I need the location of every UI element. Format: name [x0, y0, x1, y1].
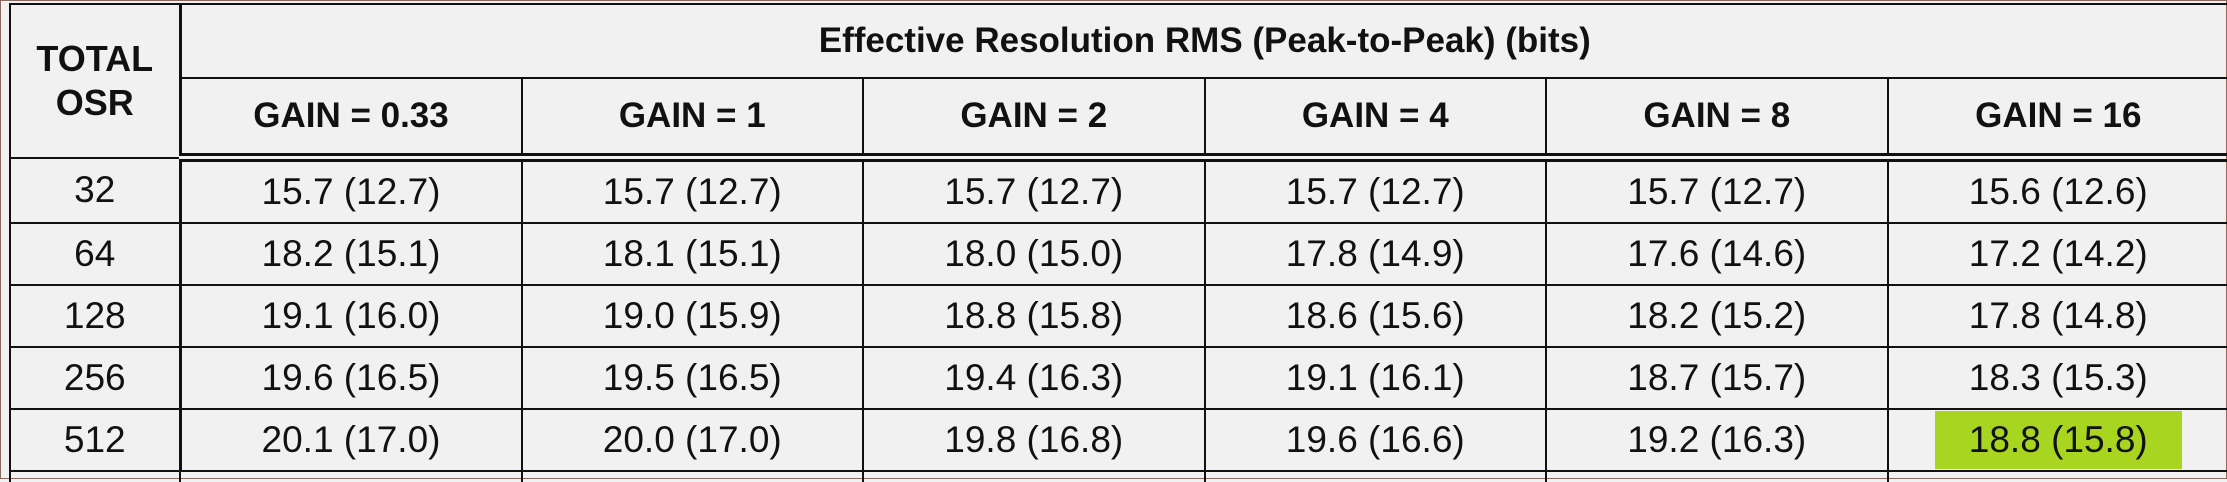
value-cell: 17.8 (14.8) — [1888, 285, 2227, 347]
value-cell: 18.8 (15.8) — [863, 285, 1205, 347]
value-text: 19.8 (16.8) — [932, 413, 1135, 467]
value-cell: 19.6 (16.5) — [180, 347, 522, 409]
value-text: 19.4 (16.3) — [932, 351, 1135, 405]
table-row: 128 19.1 (16.0) 19.0 (15.9) 18.8 (15.8) … — [10, 285, 2227, 347]
value-text: 18.7 (15.7) — [1615, 351, 1818, 405]
value-text: 18.8 (15.8) — [932, 289, 1135, 343]
total-osr-header: TOTAL OSR — [10, 4, 180, 158]
gain-header-2: GAIN = 2 — [863, 78, 1205, 158]
value-cell: 15.6 (12.6) — [1888, 158, 2227, 224]
value-cell: 19.6 (16.6) — [1205, 409, 1547, 471]
value-text: 15.7 (12.7) — [591, 165, 794, 219]
spacer-cell — [522, 471, 864, 482]
spacer-cell — [1205, 471, 1547, 482]
table-row: 64 18.2 (15.1) 18.1 (15.1) 18.0 (15.0) 1… — [10, 223, 2227, 285]
gain-header-4: GAIN = 4 — [1205, 78, 1547, 158]
value-cell: 19.0 (15.9) — [522, 285, 864, 347]
value-cell: 18.2 (15.1) — [180, 223, 522, 285]
value-cell: 19.5 (16.5) — [522, 347, 864, 409]
value-cell: 17.8 (14.9) — [1205, 223, 1547, 285]
gain-header-1: GAIN = 1 — [522, 78, 864, 158]
value-text: 19.5 (16.5) — [591, 351, 794, 405]
value-cell: 15.7 (12.7) — [1546, 158, 1888, 224]
value-text: 15.7 (12.7) — [1615, 165, 1818, 219]
resolution-table: TOTAL OSR Effective Resolution RMS (Peak… — [9, 3, 2227, 482]
value-cell: 20.1 (17.0) — [180, 409, 522, 471]
value-cell: 19.4 (16.3) — [863, 347, 1205, 409]
table-bottom-spacer — [10, 471, 2227, 482]
table-row: 32 15.7 (12.7) 15.7 (12.7) 15.7 (12.7) 1… — [10, 158, 2227, 224]
value-text: 15.7 (12.7) — [250, 165, 453, 219]
value-cell: 15.7 (12.7) — [180, 158, 522, 224]
value-cell: 19.1 (16.1) — [1205, 347, 1547, 409]
spacer-cell — [10, 471, 180, 482]
value-text: 15.7 (12.7) — [932, 165, 1135, 219]
value-text: 15.6 (12.6) — [1957, 165, 2160, 219]
value-cell: 18.2 (15.2) — [1546, 285, 1888, 347]
value-cell: 15.7 (12.7) — [1205, 158, 1547, 224]
value-text: 19.1 (16.1) — [1274, 351, 1477, 405]
value-cell: 19.8 (16.8) — [863, 409, 1205, 471]
value-cell: 19.1 (16.0) — [180, 285, 522, 347]
value-cell: 18.6 (15.6) — [1205, 285, 1547, 347]
highlighted-value-cell: 18.8 (15.8) — [1888, 409, 2227, 471]
spacer-cell — [180, 471, 522, 482]
gain-header-0-33: GAIN = 0.33 — [180, 78, 522, 158]
total-osr-line-2: OSR — [11, 81, 179, 125]
value-text: 18.2 (15.1) — [250, 227, 453, 281]
spacer-cell — [863, 471, 1205, 482]
value-text: 20.0 (17.0) — [591, 413, 794, 467]
value-text: 18.0 (15.0) — [932, 227, 1135, 281]
value-text: 19.0 (15.9) — [591, 289, 794, 343]
table-row: 512 20.1 (17.0) 20.0 (17.0) 19.8 (16.8) … — [10, 409, 2227, 471]
value-text: 17.6 (14.6) — [1615, 227, 1818, 281]
value-cell: 20.0 (17.0) — [522, 409, 864, 471]
gain-header-row: GAIN = 0.33 GAIN = 1 GAIN = 2 GAIN = 4 G… — [10, 78, 2227, 158]
gain-header-8: GAIN = 8 — [1546, 78, 1888, 158]
value-text: 19.6 (16.6) — [1274, 413, 1477, 467]
value-cell: 18.3 (15.3) — [1888, 347, 2227, 409]
osr-cell: 512 — [10, 409, 180, 471]
value-cell: 18.0 (15.0) — [863, 223, 1205, 285]
value-text: 19.2 (16.3) — [1615, 413, 1818, 467]
value-text: 18.6 (15.6) — [1274, 289, 1477, 343]
value-cell: 17.6 (14.6) — [1546, 223, 1888, 285]
gain-header-16: GAIN = 16 — [1888, 78, 2227, 158]
value-text: 18.1 (15.1) — [591, 227, 794, 281]
highlighted-value-text: 18.8 (15.8) — [1935, 411, 2182, 469]
value-text: 19.6 (16.5) — [250, 351, 453, 405]
value-cell: 15.7 (12.7) — [863, 158, 1205, 224]
value-cell: 17.2 (14.2) — [1888, 223, 2227, 285]
osr-cell: 64 — [10, 223, 180, 285]
effective-resolution-header: Effective Resolution RMS (Peak-to-Peak) … — [180, 4, 2227, 78]
group-header-row: TOTAL OSR Effective Resolution RMS (Peak… — [10, 4, 2227, 78]
value-text: 18.2 (15.2) — [1615, 289, 1818, 343]
value-text: 15.7 (12.7) — [1274, 165, 1477, 219]
spacer-cell — [1888, 471, 2227, 482]
value-text: 18.3 (15.3) — [1957, 351, 2160, 405]
value-text: 20.1 (17.0) — [250, 413, 453, 467]
total-osr-line-1: TOTAL — [11, 37, 179, 81]
osr-cell: 256 — [10, 347, 180, 409]
osr-cell: 32 — [10, 158, 180, 224]
osr-cell: 128 — [10, 285, 180, 347]
value-cell: 19.2 (16.3) — [1546, 409, 1888, 471]
spacer-cell — [1546, 471, 1888, 482]
value-text: 17.8 (14.9) — [1274, 227, 1477, 281]
value-cell: 18.1 (15.1) — [522, 223, 864, 285]
value-text: 19.1 (16.0) — [250, 289, 453, 343]
value-cell: 18.7 (15.7) — [1546, 347, 1888, 409]
value-text: 17.8 (14.8) — [1957, 289, 2160, 343]
table-row: 256 19.6 (16.5) 19.5 (16.5) 19.4 (16.3) … — [10, 347, 2227, 409]
value-cell: 15.7 (12.7) — [522, 158, 864, 224]
value-text: 17.2 (14.2) — [1957, 227, 2160, 281]
